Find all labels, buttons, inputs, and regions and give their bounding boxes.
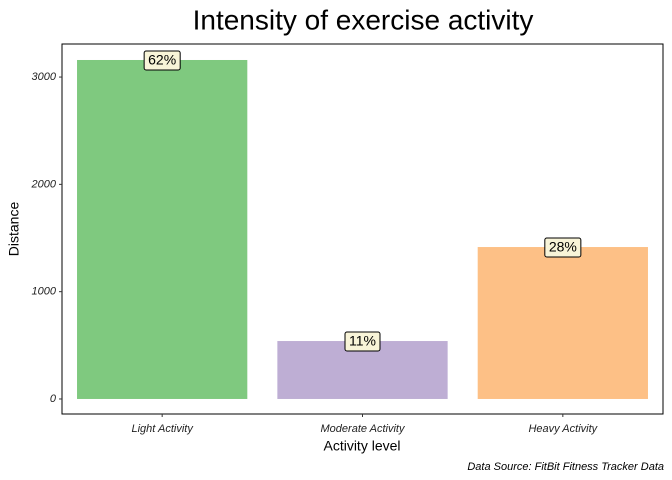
x-tick-label: Heavy Activity [528, 423, 598, 435]
value-label: 62% [148, 52, 176, 68]
y-tick-label: 2000 [31, 178, 57, 190]
y-tick-label: 0 [50, 393, 57, 405]
x-tick-label: Moderate Activity [321, 423, 406, 435]
value-label: 28% [549, 239, 577, 255]
x-tick-label: Light Activity [131, 423, 194, 435]
y-tick-label: 3000 [32, 71, 57, 83]
label-box [143, 50, 181, 71]
label-box [544, 237, 582, 258]
label-box [344, 331, 381, 352]
bar [477, 247, 648, 399]
value-label: 11% [349, 333, 376, 349]
caption: Data Source: FitBit Fitness Tracker Data [467, 461, 664, 473]
y-axis-title: Distance [6, 202, 22, 257]
bar [77, 59, 248, 399]
chart-title: Intensity of exercise activity [193, 4, 534, 35]
y-tick-label: 1000 [32, 286, 57, 298]
x-axis-title: Activity level [323, 438, 400, 454]
